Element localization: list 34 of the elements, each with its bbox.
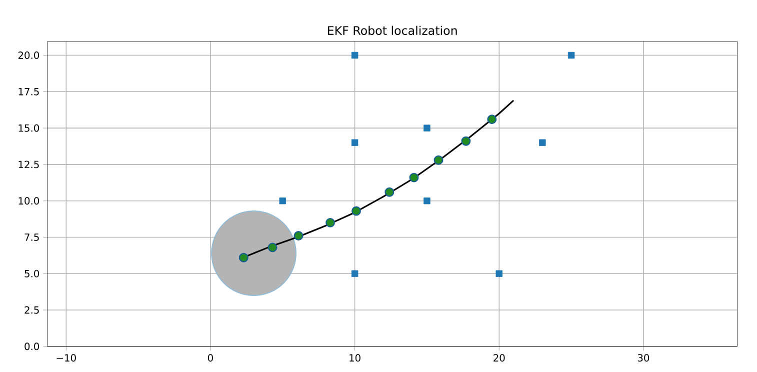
- y-tick-label: 2.5: [24, 306, 39, 314]
- point: [409, 172, 419, 182]
- x-tick-label: −10: [56, 354, 76, 362]
- point: [268, 242, 278, 252]
- point: [351, 139, 358, 146]
- point: [424, 197, 430, 204]
- point: [279, 197, 286, 204]
- x-tick-label: 30: [638, 354, 650, 362]
- chart-title: EKF Robot localization: [328, 26, 457, 35]
- point: [496, 270, 502, 277]
- y-tick-label: 12.5: [18, 160, 39, 168]
- point: [568, 52, 575, 59]
- point: [461, 136, 471, 146]
- point: [384, 187, 394, 197]
- point: [539, 139, 546, 146]
- x-tick-label: 10: [350, 354, 360, 362]
- x-tick-label: 0: [208, 354, 213, 362]
- y-tick-label: 10.0: [18, 197, 40, 205]
- y-tick-label: 5.0: [24, 270, 40, 278]
- y-tick-label: 17.5: [18, 88, 39, 96]
- y-tick-label: 15.0: [18, 124, 40, 132]
- point: [487, 114, 497, 124]
- y-tick-label: 7.5: [24, 234, 39, 241]
- point: [238, 252, 248, 262]
- y-tick-label: 0.0: [24, 342, 40, 350]
- point: [326, 218, 335, 228]
- point: [351, 52, 358, 59]
- x-tick-label: 20: [494, 354, 505, 362]
- point: [294, 231, 304, 240]
- point: [352, 206, 361, 216]
- y-tick-label: 20.0: [18, 52, 40, 59]
- point: [351, 270, 358, 277]
- point: [424, 124, 430, 132]
- point: [434, 155, 444, 165]
